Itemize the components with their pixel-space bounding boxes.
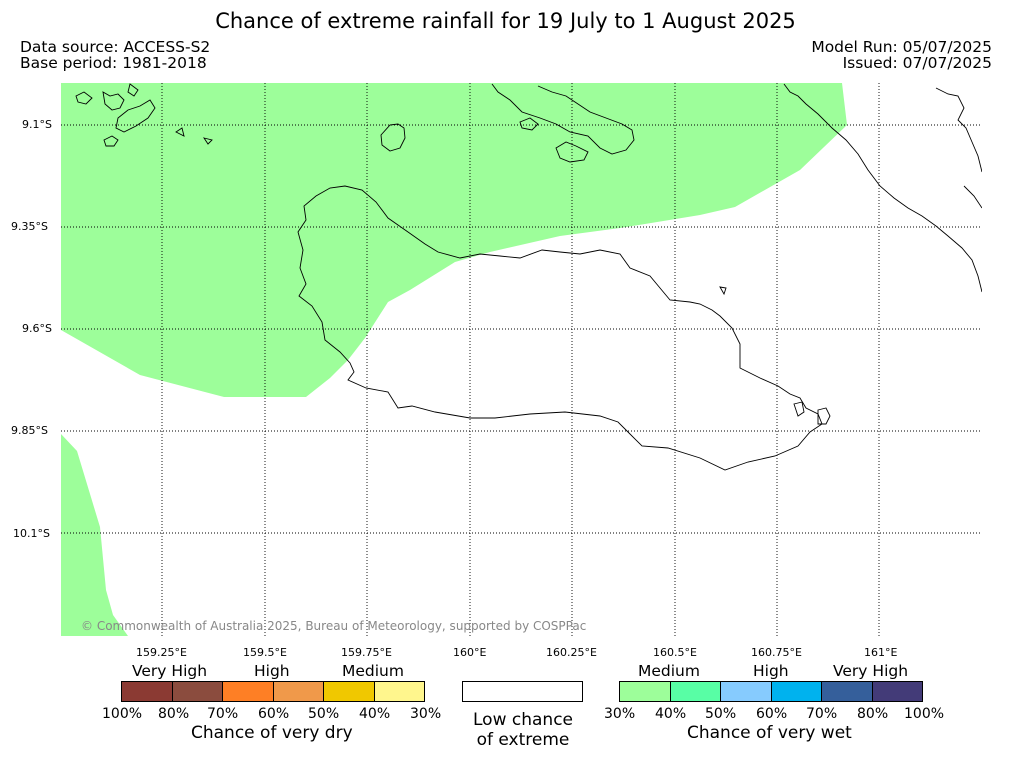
dry-tick: 30% (410, 706, 442, 722)
islands-northcenter (491, 83, 635, 155)
wet-swatch (822, 682, 873, 701)
islet-southeast-2 (793, 401, 805, 417)
dry-tick: 40% (359, 706, 391, 722)
islet-northwest-5 (127, 83, 139, 97)
islet-small-a (202, 137, 213, 145)
copyright-notice: © Commonwealth of Australia 2025, Bureau… (81, 619, 587, 633)
issued-text: Issued: 07/07/2025 (842, 54, 992, 72)
wet-tier-high: High (753, 662, 789, 680)
dry-swatch (172, 682, 223, 701)
wet-tier-medium: Medium (638, 662, 700, 680)
graticule (61, 83, 982, 636)
coast-northeast-2 (935, 87, 982, 173)
dry-tier-medium: Medium (342, 662, 404, 680)
dry-tick: 100% (102, 706, 143, 722)
coast-northeast-3 (963, 185, 982, 209)
dry-tick: 50% (308, 706, 340, 722)
metadata-left: Data source: ACCESS-S2 Base period: 1981… (20, 39, 210, 71)
wet-tier-very-high: Very High (833, 662, 909, 680)
low-chance-line-1: Low chance (473, 710, 573, 730)
wet-tick: 80% (857, 706, 889, 722)
islet-west (719, 286, 727, 296)
lon-label-4: 160°E (453, 646, 487, 659)
islet-northwest-3 (103, 135, 119, 147)
islet-northwest-1 (102, 91, 125, 111)
wet-shade-north (61, 83, 847, 397)
lon-label-2: 159.5°E (243, 646, 287, 659)
dry-colorbar (121, 681, 425, 702)
islet-north (380, 123, 406, 152)
coastlines (75, 83, 982, 471)
low-chance-caption: Low chance of extreme (452, 710, 594, 750)
wet-swatch (670, 682, 721, 701)
wet-tick: 70% (806, 706, 838, 722)
dry-caption: Chance of very dry (191, 723, 353, 743)
wet-tick: 30% (604, 706, 636, 722)
dry-swatch (374, 682, 424, 701)
islet-northwest-2 (115, 99, 156, 133)
dry-tier-very-high: Very High (132, 662, 208, 680)
coast-northeast (783, 83, 982, 293)
base-period-text: Base period: 1981-2018 (20, 54, 207, 72)
model-run-text: Model Run: 05/07/2025 (811, 38, 992, 56)
dry-tick: 70% (207, 706, 239, 722)
dry-tier-high: High (254, 662, 290, 680)
islet-center-north-2 (519, 117, 539, 131)
lon-label-3: 159.75°E (341, 646, 392, 659)
lat-label-2: 9.35°S (11, 220, 48, 233)
wet-tick: 60% (756, 706, 788, 722)
data-source-text: Data source: ACCESS-S2 (20, 38, 211, 56)
low-chance-swatch (462, 681, 583, 702)
wet-tick: 40% (655, 706, 687, 722)
dry-tick: 60% (258, 706, 290, 722)
lat-label-4: 9.85°S (11, 424, 48, 437)
low-chance-line-2: of extreme (476, 730, 570, 750)
dry-swatch (122, 682, 173, 701)
islet-center-north (555, 141, 589, 163)
lat-label-5: 10.1°S (13, 527, 50, 540)
lon-label-1: 159.25°E (136, 646, 187, 659)
wet-tick: 50% (705, 706, 737, 722)
wet-colorbar (619, 681, 923, 702)
lon-label-7: 160.75°E (751, 646, 802, 659)
dry-tick: 80% (158, 706, 190, 722)
islet-northwest-4 (75, 91, 93, 105)
lon-label-8: 161°E (864, 646, 898, 659)
dry-swatch (324, 682, 375, 701)
chart-title: Chance of extreme rainfall for 19 July t… (215, 9, 796, 33)
metadata-right: Model Run: 05/07/2025 Issued: 07/07/2025 (811, 39, 992, 71)
wet-swatch (620, 682, 671, 701)
wet-swatch (721, 682, 772, 701)
lon-label-5: 160.25°E (546, 646, 597, 659)
wet-swatch (771, 682, 822, 701)
dry-swatch (273, 682, 324, 701)
islet-small-b (175, 127, 185, 137)
islet-southeast (817, 407, 831, 425)
dry-swatch (223, 682, 274, 701)
wet-caption: Chance of very wet (687, 723, 852, 743)
lat-label-3: 9.6°S (22, 322, 52, 335)
wet-shade-southwest (61, 434, 128, 636)
lat-label-1: 9.1°S (22, 118, 52, 131)
wet-swatch (872, 682, 922, 701)
lon-label-6: 160.5°E (653, 646, 697, 659)
wet-tick: 100% (904, 706, 945, 722)
main-island-coastline (297, 185, 823, 471)
